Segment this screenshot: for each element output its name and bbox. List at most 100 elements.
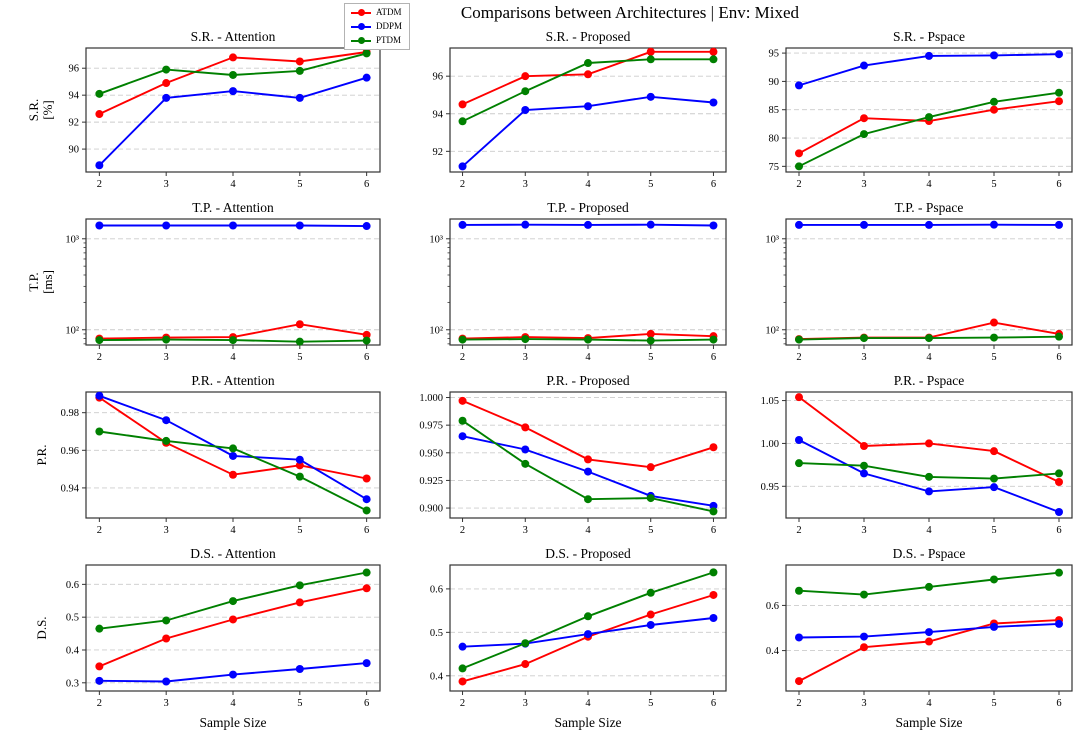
data-point-ddpm xyxy=(95,161,103,169)
x-tick-label: 5 xyxy=(648,525,653,536)
data-point-ptdm xyxy=(584,495,592,503)
data-point-ddpm xyxy=(95,221,103,229)
data-point-ptdm xyxy=(860,130,868,138)
data-point-ptdm xyxy=(860,591,868,599)
x-tick-label: 6 xyxy=(711,525,716,536)
data-point-atdm xyxy=(459,100,467,108)
y-tick-label: 0.975 xyxy=(419,421,443,432)
chart-title: T.P. - Attention xyxy=(192,200,274,215)
data-point-ptdm xyxy=(990,334,998,342)
data-point-ddpm xyxy=(229,671,237,679)
x-tick-label: 6 xyxy=(1056,352,1061,363)
data-point-atdm xyxy=(363,475,371,483)
data-point-ddpm xyxy=(1055,50,1063,58)
data-point-ddpm xyxy=(363,74,371,82)
data-point-atdm xyxy=(229,53,237,61)
data-point-ptdm xyxy=(95,90,103,98)
x-tick-label: 3 xyxy=(861,525,866,536)
y-tick-label: 0.98 xyxy=(61,408,79,419)
data-point-ddpm xyxy=(795,221,803,229)
data-point-ddpm xyxy=(584,102,592,110)
data-point-atdm xyxy=(1055,478,1063,486)
data-point-atdm xyxy=(296,320,304,328)
y-tick-label: 1.00 xyxy=(761,439,779,450)
data-point-ddpm xyxy=(925,628,933,636)
data-point-ddpm xyxy=(647,221,655,229)
data-point-ddpm xyxy=(584,221,592,229)
x-tick-label: 5 xyxy=(648,352,653,363)
data-point-ptdm xyxy=(990,575,998,583)
data-point-atdm xyxy=(229,615,237,623)
data-point-atdm xyxy=(584,70,592,78)
data-point-atdm xyxy=(459,397,467,405)
y-tick-label: 80 xyxy=(769,134,780,145)
data-point-ptdm xyxy=(584,59,592,67)
data-point-ddpm xyxy=(459,162,467,170)
data-point-ptdm xyxy=(459,117,467,125)
chart-title: D.S. - Attention xyxy=(190,546,276,561)
data-point-atdm xyxy=(860,114,868,122)
legend-item-ddpm: DDPM xyxy=(351,20,402,33)
y-tick-label: 96 xyxy=(69,64,80,75)
legend-label-ddpm: DDPM xyxy=(376,22,402,31)
y-tick-label: 85 xyxy=(769,105,780,116)
legend-line-dot-icon xyxy=(351,22,371,31)
x-tick-label: 3 xyxy=(164,698,169,709)
x-tick-label: 4 xyxy=(926,352,932,363)
x-tick-label: 2 xyxy=(97,179,102,190)
chart-title: T.P. - Proposed xyxy=(547,200,629,215)
x-tick-label: 3 xyxy=(523,525,528,536)
data-point-ptdm xyxy=(521,87,529,95)
y-tick-label: 0.4 xyxy=(430,671,444,682)
data-point-ddpm xyxy=(709,98,717,106)
y-tick-label: 0.6 xyxy=(66,580,79,591)
x-tick-label: 2 xyxy=(460,179,465,190)
y-tick-label: 0.3 xyxy=(66,678,79,689)
figure-title: Comparisons between Architectures | Env:… xyxy=(0,0,1084,26)
x-tick-label: 2 xyxy=(97,352,102,363)
x-axis-label: Sample Size xyxy=(895,715,962,730)
y-tick-label: 92 xyxy=(69,118,80,129)
y-tick-label: 0.95 xyxy=(761,482,779,493)
x-tick-label: 2 xyxy=(460,525,465,536)
data-point-ptdm xyxy=(296,67,304,75)
x-tick-label: 6 xyxy=(711,352,716,363)
x-tick-label: 3 xyxy=(164,525,169,536)
data-point-ddpm xyxy=(296,665,304,673)
data-point-ptdm xyxy=(162,616,170,624)
x-axis-label: Sample Size xyxy=(554,715,621,730)
data-point-ptdm xyxy=(521,460,529,468)
data-point-ddpm xyxy=(521,221,529,229)
x-tick-label: 5 xyxy=(648,179,653,190)
data-point-ptdm xyxy=(860,462,868,470)
data-point-ddpm xyxy=(795,81,803,89)
chart-title: S.R. - Pspace xyxy=(893,29,965,44)
data-point-atdm xyxy=(709,443,717,451)
data-point-atdm xyxy=(647,463,655,471)
data-point-ddpm xyxy=(1055,508,1063,516)
data-point-ptdm xyxy=(296,473,304,481)
chart-title: P.R. - Proposed xyxy=(546,373,630,388)
y-axis-label: [%] xyxy=(40,100,55,120)
data-point-atdm xyxy=(95,662,103,670)
data-point-atdm xyxy=(162,79,170,87)
x-tick-label: 5 xyxy=(991,525,996,536)
x-tick-label: 6 xyxy=(711,698,716,709)
data-point-atdm xyxy=(647,611,655,619)
y-axis-label: S.R. xyxy=(26,99,41,121)
data-point-ddpm xyxy=(459,643,467,651)
data-point-ptdm xyxy=(795,459,803,467)
data-point-ptdm xyxy=(363,49,371,57)
x-tick-label: 4 xyxy=(230,525,236,536)
data-point-ddpm xyxy=(860,469,868,477)
data-point-ddpm xyxy=(860,221,868,229)
data-point-ptdm xyxy=(584,612,592,620)
